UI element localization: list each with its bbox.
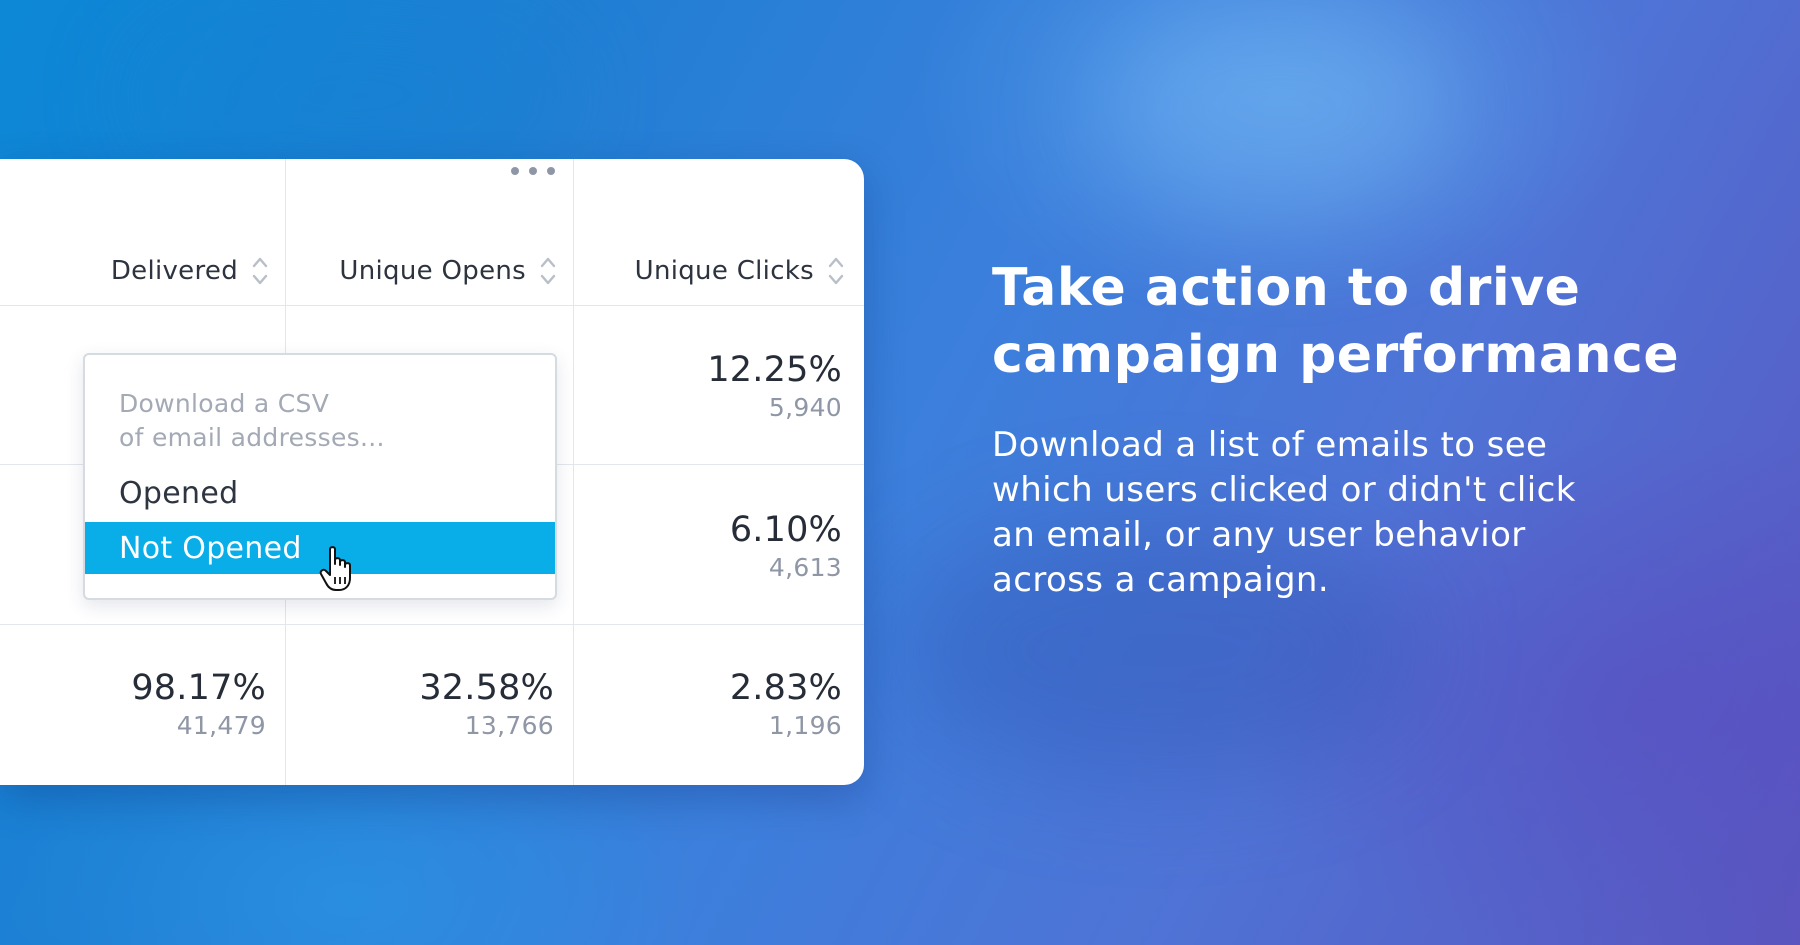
cell-count: 5,940 [768,393,842,422]
sort-icon[interactable] [540,255,556,287]
row-divider [0,624,864,625]
description-line: which users clicked or didn't click [992,470,1576,510]
hand-pointer-icon [319,546,351,591]
promo-headline: Take action to drive campaign performanc… [992,255,1712,389]
background-blob [900,520,1420,780]
headline-line: campaign performance [992,325,1680,385]
column-header-label: Unique Opens [339,256,526,286]
description-line: across a campaign. [992,560,1330,600]
cell-count: 1,196 [768,711,842,740]
cell-percent: 98.17% [131,668,266,708]
column-header-unique-clicks[interactable]: Unique Clicks [574,251,844,291]
cell-percent: 32.58% [419,668,554,708]
more-horizontal-icon[interactable] [509,165,557,177]
column-header-delivered[interactable]: Delivered [0,251,268,291]
cell-count: 41,479 [176,711,266,740]
menu-item-opened[interactable]: Opened [119,475,239,511]
background-blob [1100,0,1460,220]
headline-line: Take action to drive [992,258,1581,318]
table-cell-clicks: 6.10% 4,613 [729,510,842,582]
cell-percent: 6.10% [729,510,842,550]
cell-count: 4,613 [768,553,842,582]
cell-percent: 12.25% [707,350,842,390]
sort-icon[interactable] [828,255,844,287]
description-line: Download a list of emails to see [992,425,1548,465]
download-csv-menu: Download a CSV of email addresses... Ope… [83,353,557,600]
promo-description: Download a list of emails to see which u… [992,423,1692,603]
table-cell-opens: 32.58% 13,766 [419,668,554,740]
menu-hint-line: of email addresses... [119,423,385,452]
sort-icon[interactable] [252,255,268,287]
column-header-label: Delivered [110,256,238,286]
cell-percent: 2.83% [729,668,842,708]
cell-count: 13,766 [464,711,554,740]
table-cell-delivered: 98.17% 41,479 [131,668,266,740]
background-blob [140,20,560,170]
column-divider [573,159,574,785]
table-cell-clicks: 12.25% 5,940 [707,350,842,422]
description-line: an email, or any user behavior [992,515,1526,555]
menu-item-not-opened[interactable]: Not Opened [85,522,555,574]
row-divider [0,305,864,306]
menu-hint-line: Download a CSV [119,389,330,418]
table-cell-clicks: 2.83% 1,196 [729,668,842,740]
column-header-label: Unique Clicks [634,256,814,286]
column-header-unique-opens[interactable]: Unique Opens [286,251,556,291]
menu-hint: Download a CSV of email addresses... [119,387,519,455]
